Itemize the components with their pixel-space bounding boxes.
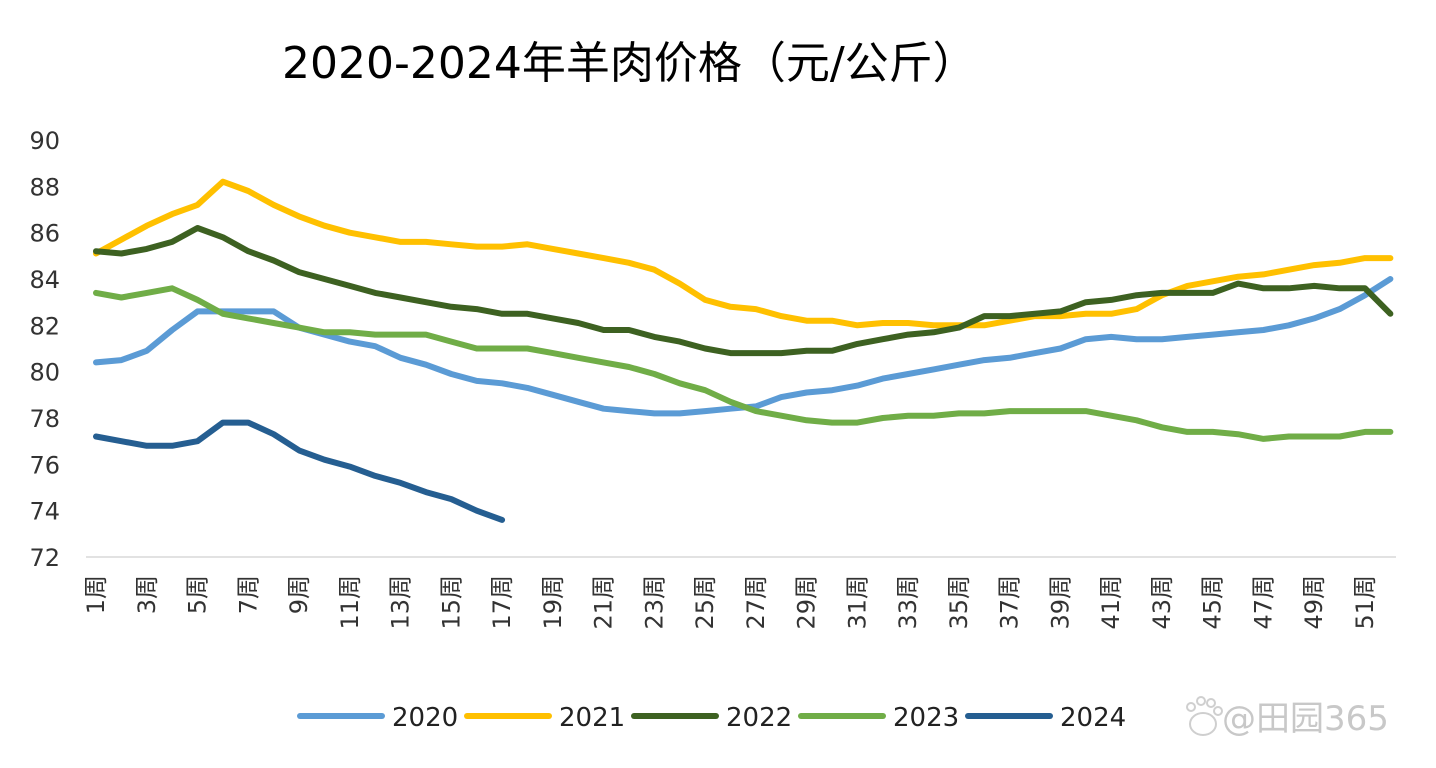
- x-tick-label: 5周: [184, 575, 212, 614]
- x-tick-label: 11周: [336, 575, 364, 630]
- x-tick-label: 23周: [640, 575, 668, 630]
- y-tick-label: 82: [29, 312, 60, 340]
- x-tick-label: 31周: [843, 575, 871, 630]
- x-tick-label: 43周: [1148, 575, 1176, 630]
- x-tick-label: 25周: [691, 575, 719, 630]
- legend: 2020 2021 2022 2023 2024: [297, 703, 1126, 733]
- series-lines: [93, 178, 1394, 523]
- x-tick-label: 9周: [285, 575, 313, 614]
- legend-label: 2021: [559, 703, 625, 733]
- legend-item-2023: 2023: [798, 703, 959, 733]
- x-tick-label: 35周: [945, 575, 973, 630]
- y-axis: 72 74 76 78 80 82 84 86 88 90: [29, 127, 60, 572]
- y-tick-label: 88: [29, 173, 60, 201]
- x-tick-label: 33周: [894, 575, 922, 630]
- x-tick-label: 51周: [1351, 575, 1379, 630]
- x-tick-label: 3周: [133, 575, 161, 614]
- paw-icon: [1186, 696, 1223, 736]
- x-tick-label: 19周: [539, 575, 567, 630]
- series-line-2023: [93, 285, 1394, 442]
- x-tick-label: 13周: [387, 575, 415, 630]
- legend-item-2024: 2024: [965, 703, 1126, 733]
- watermark-text: @田园365: [1222, 699, 1389, 739]
- series-line-2022: [93, 225, 1394, 357]
- x-tick-label: 39周: [1046, 575, 1074, 630]
- legend-item-2022: 2022: [631, 703, 792, 733]
- x-tick-label: 21周: [590, 575, 618, 630]
- x-tick-label: 41周: [1097, 575, 1125, 630]
- x-tick-label: 27周: [742, 575, 770, 630]
- series-line-2020: [93, 276, 1394, 417]
- y-tick-label: 90: [29, 127, 60, 155]
- y-tick-label: 84: [29, 266, 60, 294]
- y-tick-label: 86: [29, 220, 60, 248]
- x-tick-label: 15周: [437, 575, 465, 630]
- x-tick-label: 7周: [234, 575, 262, 614]
- x-tick-label: 1周: [82, 575, 110, 614]
- x-tick-label: 47周: [1249, 575, 1277, 630]
- legend-label: 2022: [726, 703, 792, 733]
- y-tick-label: 80: [29, 359, 60, 387]
- x-tick-label: 29周: [793, 575, 821, 630]
- legend-item-2021: 2021: [464, 703, 625, 733]
- y-tick-label: 74: [29, 498, 60, 526]
- y-tick-label: 76: [29, 451, 60, 479]
- y-tick-label: 78: [29, 405, 60, 433]
- series-line-2021: [93, 178, 1394, 329]
- x-axis: 1周 3周 5周 7周 9周 11周 13周 15周 17周 19周 21周 23周 25周 27周 29周…: [82, 575, 1379, 630]
- x-tick-label: 49周: [1300, 575, 1328, 630]
- legend-label: 2023: [893, 703, 959, 733]
- y-tick-label: 72: [29, 544, 60, 572]
- watermark: @田园365: [1186, 696, 1389, 739]
- x-tick-label: 17周: [488, 575, 516, 630]
- legend-item-2020: 2020: [297, 703, 458, 733]
- legend-label: 2020: [392, 703, 458, 733]
- x-tick-label: 37周: [996, 575, 1024, 630]
- x-tick-label: 45周: [1199, 575, 1227, 630]
- series-line-2024: [93, 419, 506, 523]
- chart-title: 2020-2024年羊肉价格（元/公斤）: [282, 38, 977, 89]
- legend-label: 2024: [1060, 703, 1126, 733]
